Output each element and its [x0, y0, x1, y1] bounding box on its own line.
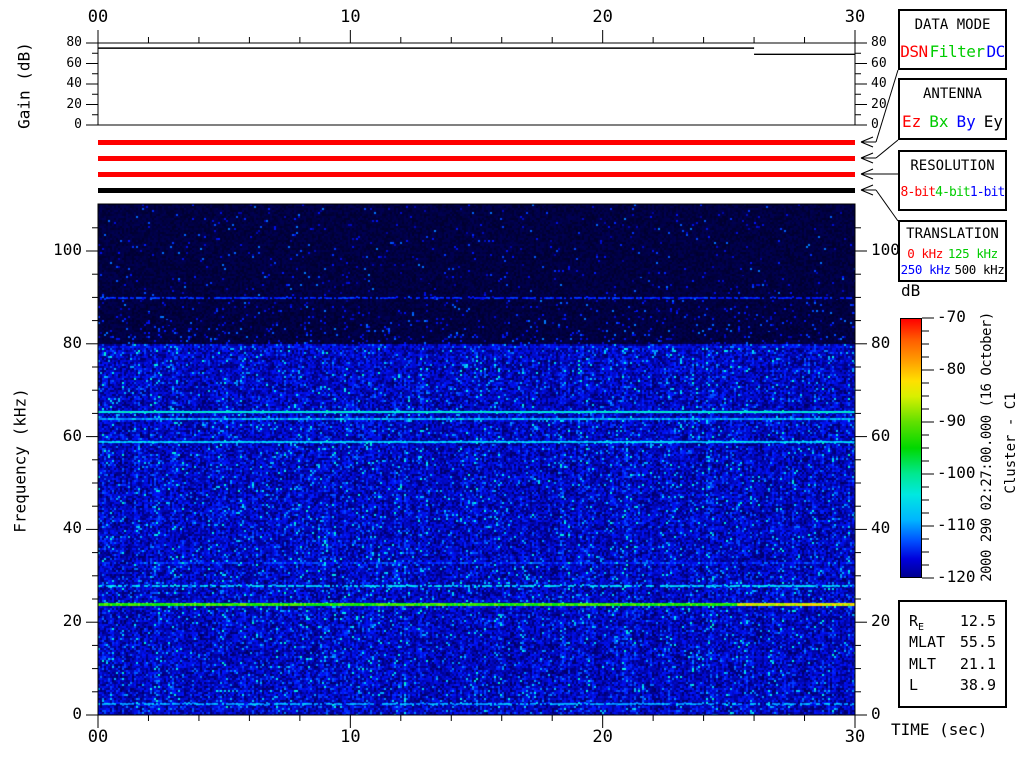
selection-arrows	[860, 69, 899, 222]
option-250khz: 250 kHz	[900, 262, 951, 277]
tick-label: 80	[871, 35, 887, 50]
table-row-value: 55.5	[959, 633, 996, 652]
option-500khz: 500 kHz	[954, 262, 1005, 277]
table-row: MLAT 55.5	[909, 633, 996, 654]
tick-label: 20	[66, 96, 82, 112]
colorbar-gradient	[900, 318, 922, 578]
panel-antenna: ANTENNA Ez Bx By Ey	[898, 78, 1007, 140]
status-bar	[98, 140, 855, 145]
table-row-label: L	[909, 675, 919, 694]
datetime-annotation: 2000 290 02:27:00.000 (16 October)	[979, 312, 995, 582]
tick-label: 100	[53, 240, 82, 259]
table-row: MLT 21.1	[909, 655, 996, 676]
tick-label: 00	[87, 727, 109, 747]
tick-label: -70	[937, 307, 966, 326]
tick-label: 20	[62, 611, 82, 631]
tick-label: 60	[871, 55, 887, 71]
spectrogram-canvas	[98, 204, 855, 715]
tick-label: 0	[871, 117, 879, 132]
time-axis-title: TIME (sec)	[891, 720, 988, 739]
table-row-label: MLT	[909, 654, 937, 673]
ephemeris-table: RE 12.5 MLAT 55.5 MLT 21.1 L 38.9	[898, 600, 1007, 708]
tick-label: 80	[62, 332, 82, 352]
panel-translation-title: TRANSLATION	[906, 226, 999, 242]
tick-label: 0	[74, 117, 82, 132]
colorbar-title: dB	[901, 281, 921, 300]
tick-label: 30	[844, 7, 866, 27]
panel-data-mode-options: DSN Filter DC	[900, 42, 1005, 61]
option-8bit: 8-bit	[900, 185, 937, 200]
tick-label: 80	[66, 35, 82, 50]
status-bar	[98, 172, 855, 177]
tick-label: 10	[340, 7, 361, 27]
panel-resolution-title: RESOLUTION	[910, 158, 995, 174]
tick-label: 20	[871, 611, 891, 631]
tick-label: 40	[66, 76, 82, 91]
option-dc: DC	[986, 42, 1005, 61]
panel-resolution-options: 8-bit 4-bit 1-bit	[900, 185, 1006, 200]
panel-data-mode: DATA MODE DSN Filter DC	[898, 9, 1007, 70]
status-bar	[98, 156, 855, 161]
tick-label: 10	[340, 727, 361, 747]
table-row-label: MLAT	[909, 633, 946, 652]
panel-translation: TRANSLATION 0 kHz 125 kHz 250 kHz 500 kH…	[898, 220, 1007, 282]
panel-antenna-options: Ez Bx By Ey	[900, 112, 1005, 131]
tick-label: 60	[871, 425, 891, 445]
option-filter: Filter	[929, 42, 985, 61]
table-row: L 38.9	[909, 676, 996, 697]
panel-resolution: RESOLUTION 8-bit 4-bit 1-bit	[898, 150, 1007, 211]
tick-label: 0	[72, 704, 82, 723]
tick-label: 40	[871, 76, 887, 91]
tick-label: 20	[592, 727, 613, 747]
tick-label: -90	[937, 411, 966, 430]
panel-antenna-title: ANTENNA	[922, 86, 982, 102]
tick-label: 0	[871, 704, 881, 723]
option-1bit: 1-bit	[969, 185, 1006, 200]
tick-label: 40	[62, 518, 82, 538]
panel-translation-options-row1: 0 kHz 125 kHz	[900, 246, 1005, 261]
panel-translation-options-row2: 250 kHz 500 kHz	[900, 262, 1005, 277]
table-row: RE 12.5	[909, 612, 996, 633]
tick-label: -100	[937, 463, 976, 482]
table-row-value: 38.9	[959, 675, 996, 694]
tick-label: 100	[871, 240, 900, 259]
frequency-axis-title: Frequency (kHz)	[10, 388, 30, 533]
option-dsn: DSN	[900, 42, 928, 61]
option-by: By	[956, 112, 976, 131]
option-125khz: 125 kHz	[947, 246, 998, 261]
tick-label: -120	[937, 567, 976, 586]
table-row-value: 12.5	[959, 612, 996, 630]
tick-label: 60	[62, 425, 82, 445]
panel-data-mode-title: DATA MODE	[914, 17, 991, 33]
tick-label: 60	[66, 55, 82, 71]
tick-label: -80	[937, 359, 966, 378]
option-ey: Ey	[983, 112, 1004, 131]
option-ez: Ez	[901, 112, 922, 131]
spacecraft-annotation: Cluster - C1	[1003, 392, 1019, 494]
tick-label: -110	[937, 515, 976, 534]
table-row-label: RE	[909, 612, 925, 633]
tick-label: 30	[844, 727, 866, 747]
table-row-value: 21.1	[959, 654, 996, 673]
option-0khz: 0 kHz	[907, 246, 943, 261]
status-bar	[98, 188, 855, 193]
tick-label: 20	[592, 7, 613, 27]
gain-axis-title: Gain (dB)	[14, 42, 34, 129]
tick-label: 40	[871, 518, 891, 538]
option-4bit: 4-bit	[935, 185, 971, 200]
tick-label: 20	[871, 96, 887, 112]
tick-label: 00	[87, 7, 109, 27]
tick-label: 80	[871, 332, 891, 352]
option-bx: Bx	[929, 112, 949, 131]
